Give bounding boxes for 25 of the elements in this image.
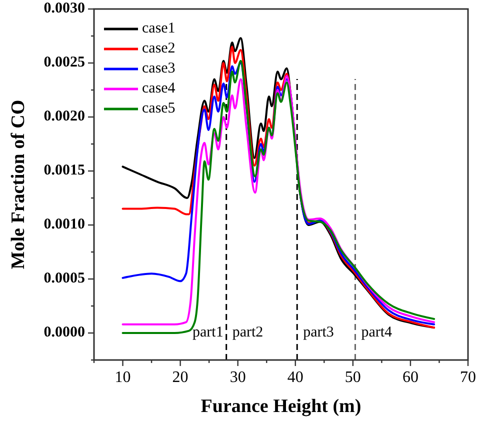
y-tick-label: 0.0010: [44, 216, 85, 232]
y-tick-label: 0.0000: [44, 324, 85, 340]
legend-label: case3: [142, 60, 176, 76]
legend-label: case4: [142, 80, 176, 96]
x-tick-label: 30: [230, 369, 246, 386]
legend-label: case2: [142, 40, 176, 56]
y-tick-label: 0.0025: [44, 54, 85, 70]
y-tick-label: 0.0015: [44, 162, 85, 178]
annotation: part3: [303, 324, 334, 340]
annotation: part2: [232, 324, 264, 340]
y-tick-label: 0.0020: [44, 108, 85, 124]
y-axis-title: Mole Fraction of CO: [8, 100, 29, 270]
y-tick-label: 0.0030: [44, 0, 85, 16]
x-tick-label: 70: [460, 369, 476, 386]
x-tick-label: 10: [114, 369, 131, 386]
x-tick-label: 60: [402, 369, 418, 386]
legend-label: case1: [142, 20, 176, 36]
x-axis-title: Furance Height (m): [200, 396, 362, 417]
annotation: part4: [361, 324, 393, 340]
y-tick-label: 0.0005: [44, 270, 85, 286]
annotation: part1: [192, 324, 224, 340]
x-tick-label: 20: [172, 369, 188, 386]
x-tick-label: 40: [287, 369, 304, 386]
x-tick-label: 50: [344, 369, 361, 386]
legend-label: case5: [142, 100, 176, 116]
